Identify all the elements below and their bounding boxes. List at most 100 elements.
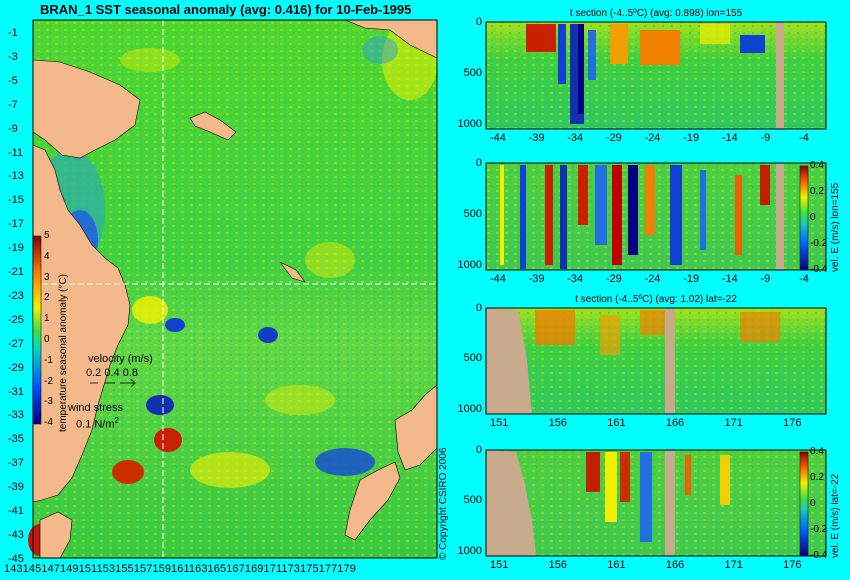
panel1-x-tick: -44 (490, 132, 506, 144)
lat-tick-label: -45 (8, 552, 24, 565)
lon-ticks: 1431451471491511531551571591611631651671… (4, 563, 356, 575)
panel2-plot (485, 162, 827, 271)
panel4-x-tick: 176 (783, 559, 802, 571)
panel4-y-tick: 500 (463, 494, 482, 507)
panel2-x-tick: -24 (644, 273, 661, 285)
wind-scale: 0.1 N/m2 (76, 416, 119, 431)
panel4-colorbar-tick: -0.4 (810, 550, 828, 561)
panel4-x-tick: 151 (490, 559, 509, 571)
lat-tick-label: -19 (8, 242, 24, 255)
panel1-title: t section (-4..5ºC) (avg: 0.898) lon=155 (569, 8, 743, 19)
colorbar-tick-label: -2 (44, 375, 53, 387)
panel3-x-tick: 151 (490, 417, 509, 429)
colorbar-tick-label: -3 (44, 396, 53, 408)
panel1-x-tick: -24 (644, 132, 661, 144)
lat-tick-label: -23 (8, 289, 24, 302)
panel4-plot (485, 449, 827, 557)
colorbar-tick-label: 1 (44, 313, 50, 325)
panel1-x-tick: -4 (799, 132, 809, 144)
panel2-x-tick: -39 (528, 273, 545, 285)
panel2-colorbar-tick: 0 (810, 212, 816, 223)
panel1-y-tick: 500 (463, 66, 482, 79)
panel4-x-tick: 161 (607, 559, 626, 571)
lat-tick-label: -37 (8, 457, 24, 470)
panel2-colorbar (799, 165, 809, 271)
panel3-y-tick: 1000 (457, 402, 482, 415)
panel2-x-tick: -4 (799, 273, 809, 285)
colorbar-tick-label: 5 (44, 230, 50, 241)
lat-tick-label: -17 (8, 218, 24, 231)
panel1-x-tick: -9 (760, 132, 771, 144)
panel2-colorbar-label: vel. E (m/s) lon=155 (830, 182, 841, 272)
panel1-y-tick: 1000 (457, 117, 482, 130)
panel4-colorbar-tick: -0.2 (810, 524, 828, 535)
lat-tick-label: -29 (8, 361, 24, 374)
panel2-colorbar-tick: -0.4 (810, 264, 828, 275)
lat-tick-label: -5 (8, 74, 18, 87)
panel4-x-tick: 171 (724, 559, 743, 571)
lat-tick-label: -3 (8, 50, 18, 63)
velocity-arrows-legend (90, 378, 136, 388)
panel3-title: t section (-4..5ºC) (avg: 1.02) lat=-22 (575, 294, 737, 305)
lat-tick-label: -27 (8, 337, 24, 350)
panel1-x-tick: -39 (528, 132, 545, 144)
panel2-x-tick: -14 (721, 273, 738, 285)
copyright-text: © Copyright CSIRO 2006 (438, 447, 449, 560)
panel1-x-tick: -29 (605, 132, 622, 144)
lat-tick-label: -9 (8, 122, 18, 135)
panel2-x-tick: -44 (490, 273, 506, 285)
panel1-x-tick: -14 (721, 132, 738, 144)
panel2-x-tick: -29 (605, 273, 622, 285)
panel2-y-tick: 1000 (457, 258, 482, 271)
panel3-x-tick: 171 (724, 417, 743, 429)
colorbar-tick-label: -1 (44, 354, 53, 366)
panel2-y-tick: 500 (463, 207, 482, 220)
lat-tick-label: -21 (8, 266, 24, 278)
colorbar-tick-label: 2 (44, 292, 50, 304)
panel1-y-tick: 0 (475, 16, 482, 28)
panel3-x-tick: 161 (607, 417, 626, 429)
lat-tick-label: -39 (8, 481, 24, 494)
panel2-x-tick: -19 (683, 273, 700, 285)
panel4-colorbar-tick: 0.4 (810, 446, 824, 457)
lat-tick-label: -15 (8, 194, 24, 207)
panel2-colorbar-tick: 0.4 (810, 160, 824, 171)
lat-tick-label: -33 (8, 409, 24, 422)
panel4-colorbar-tick: 0.2 (810, 472, 824, 483)
panel2-x-tick: -9 (760, 273, 771, 285)
velocity-label: velocity (m/s) (88, 353, 153, 365)
panel2-y-tick: 0 (475, 157, 482, 169)
lat-tick-label: -43 (8, 528, 24, 541)
panel3-y-tick: 500 (463, 352, 482, 365)
panel4-colorbar-label: vel. E (m/s) lat=-22 (830, 473, 841, 558)
panel2-x-tick: -34 (567, 273, 584, 285)
lat-tick-label: -35 (8, 433, 24, 446)
panel2-colorbar-tick: -0.2 (810, 238, 828, 249)
panel3-x-tick: 166 (665, 417, 685, 429)
panel4-x-tick: 156 (548, 559, 567, 571)
panel3-x-tick: 156 (548, 417, 567, 429)
wind-label: wind stress (68, 402, 124, 414)
panel4-y-tick: 1000 (457, 544, 482, 557)
panel3-y-tick: 0 (475, 302, 482, 314)
lat-tick-label: -1 (8, 27, 18, 39)
colorbar-tick-label: 0 (44, 334, 50, 345)
panel4-colorbar-tick: 0 (810, 498, 816, 509)
sst-map (28, 19, 438, 559)
panel1-plot (485, 21, 827, 130)
main-title: BRAN_1 SST seasonal anomaly (avg: 0.416)… (40, 2, 412, 17)
velocity-scale: 0.2 0.4 0.8 (86, 367, 138, 379)
panel1-x-tick: -34 (567, 132, 584, 144)
panel3-plot (485, 307, 827, 415)
panel1-x-tick: -19 (683, 132, 700, 144)
panel2-colorbar-tick: 0.2 (810, 186, 824, 197)
panel3-x-tick: 176 (783, 417, 802, 429)
panel4-colorbar (799, 451, 809, 557)
lat-tick-label: -41 (8, 505, 24, 517)
panel4-y-tick: 0 (475, 444, 482, 456)
lat-tick-label: -11 (8, 146, 24, 159)
lat-tick-label: -31 (8, 385, 24, 398)
lat-tick-label: -25 (8, 313, 24, 326)
colorbar-tick-label: -4 (44, 417, 53, 429)
